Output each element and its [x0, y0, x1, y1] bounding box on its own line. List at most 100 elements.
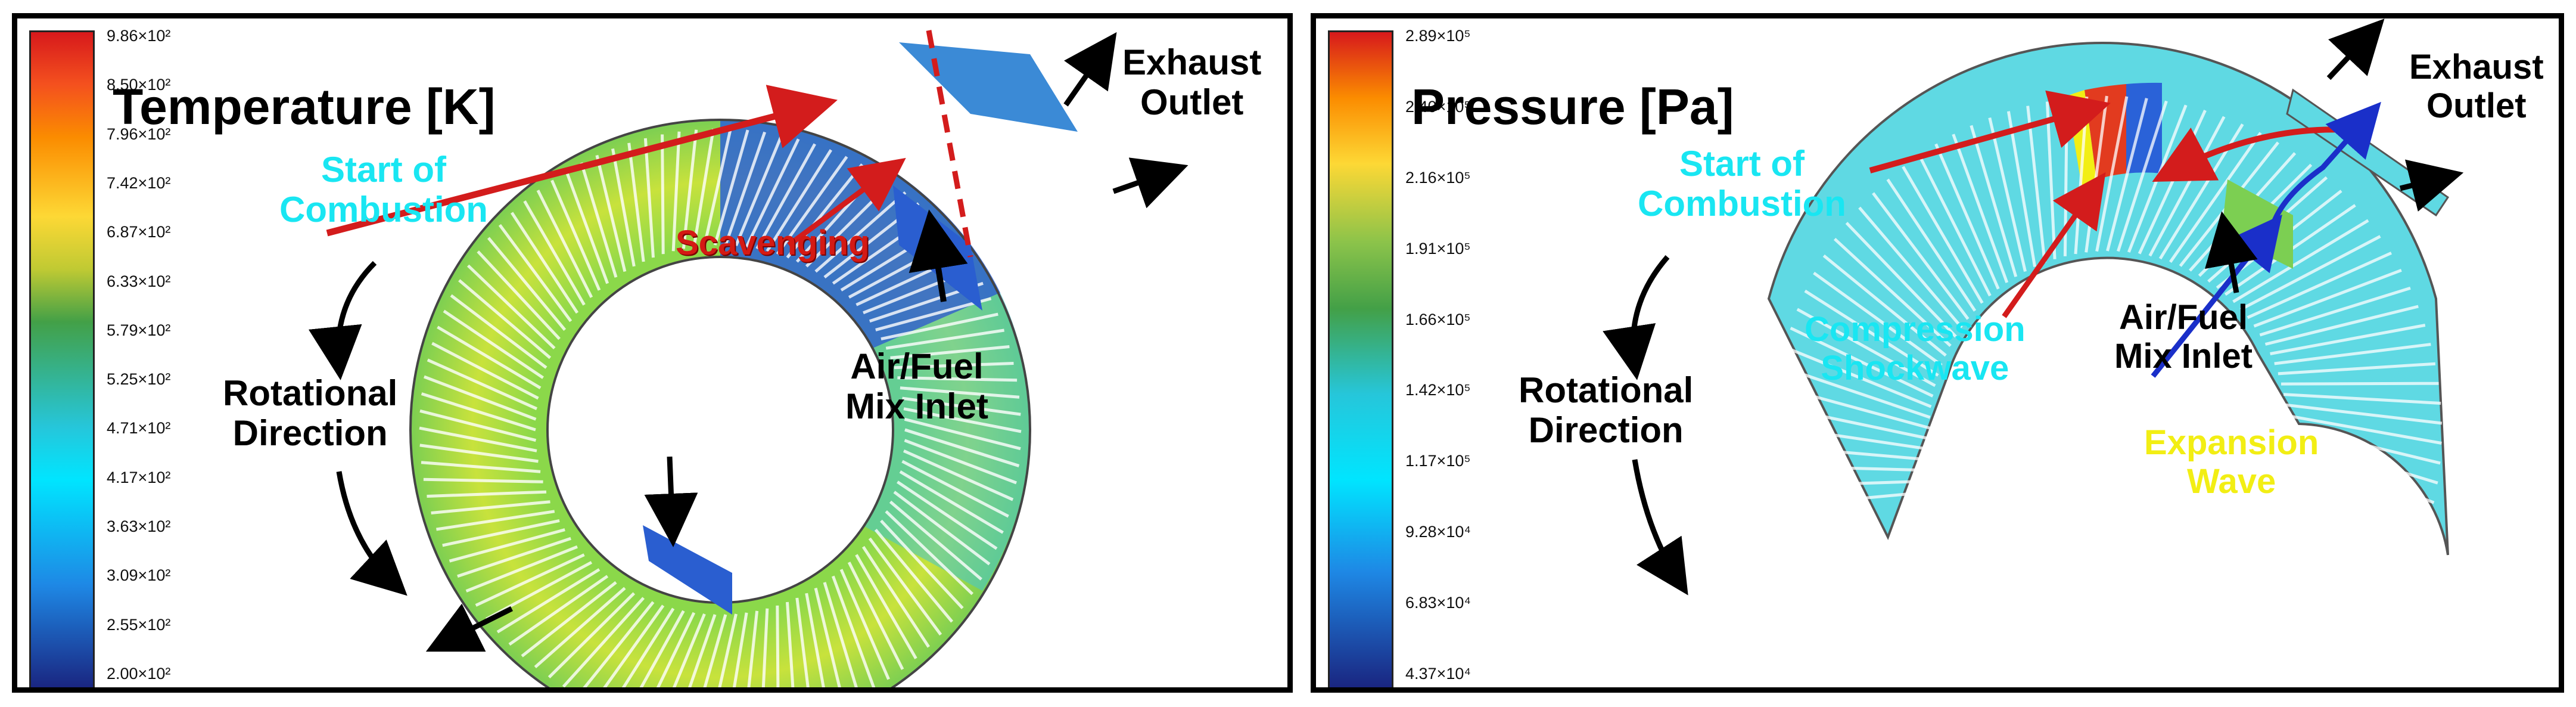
blade-streak: [814, 587, 841, 687]
blade-streak: [639, 610, 685, 687]
blade-streak: [1813, 271, 1943, 367]
scavenging-label: Scavenging: [676, 224, 870, 262]
blade-streak: [2281, 382, 2439, 386]
blade-streak: [2286, 424, 2441, 465]
blade-streak: [890, 345, 1010, 359]
pressure-tick-label: 2.16×10⁵: [1405, 168, 1471, 187]
blade-streak: [2106, 98, 2148, 252]
temperature-tick-label: 7.42×10²: [107, 173, 171, 192]
blade-streak: [562, 597, 645, 687]
blade-streak: [894, 362, 1014, 370]
blade-streak: [1886, 178, 1977, 312]
blade-streak: [465, 545, 578, 593]
blade-streak: [442, 519, 560, 547]
blade-streak: [487, 237, 567, 331]
right-exhaust-arrow-top: [2326, 18, 2385, 80]
blade-streak: [718, 613, 738, 687]
blade-streak: [458, 279, 552, 359]
blade-streak: [2257, 526, 2365, 646]
blade-streak: [2250, 535, 2352, 661]
blade-streak: [2276, 488, 2409, 579]
blade-streak: [847, 562, 904, 670]
blade-streak: [688, 614, 717, 687]
blade-streak: [611, 148, 636, 267]
blade-streak: [449, 528, 565, 563]
blade-streak: [1783, 489, 1941, 507]
blade-streak: [498, 224, 573, 323]
blade-streak: [2285, 403, 2443, 425]
blade-streak: [2169, 132, 2262, 263]
blade-streak: [1858, 206, 1963, 329]
blade-streak: [2272, 498, 2399, 597]
pressure-tick-label: 1.91×10⁵: [1405, 239, 1471, 258]
compression-arrow: [2002, 172, 2106, 318]
blade-streak: [457, 537, 571, 578]
right-exhaust-arrow-right: [2399, 159, 2464, 212]
blade-streak: [2117, 100, 2168, 252]
inlet-label: Air/Fuel Mix Inlet: [845, 346, 989, 427]
blade-streak: [904, 417, 1021, 451]
exhaust-plate: [899, 42, 1078, 132]
blade-streak: [2286, 414, 2442, 445]
blade-streak: [2286, 435, 2438, 485]
blade-streak: [1784, 346, 1932, 408]
blade-streak: [565, 170, 609, 284]
pressure-tick-label: 6.83×10⁴: [1405, 594, 1471, 612]
blade-streak: [795, 597, 810, 687]
blade-streak: [897, 376, 1018, 382]
temperature-tick-label: 5.25×10²: [107, 370, 171, 389]
temperature-title: Temperature [K]: [113, 79, 496, 135]
blade-streak: [2267, 508, 2389, 614]
pressure-tick-label: 4.37×10⁴: [1405, 665, 1471, 683]
blade-streak: [766, 149, 833, 252]
blade-streak: [2262, 517, 2378, 630]
temperature-tick-label: 3.63×10²: [107, 517, 171, 536]
blade-streak: [550, 179, 601, 291]
blade-streak: [419, 409, 537, 442]
blade-streak: [881, 312, 998, 341]
blade-streak: [2283, 393, 2441, 405]
blade-streak: [427, 358, 538, 410]
blade-streak: [436, 510, 555, 531]
pressure-title: Pressure [Pa]: [1411, 79, 1734, 135]
blade-streak: [761, 608, 769, 687]
blade-streak: [2253, 268, 2402, 328]
blade-streak: [1934, 143, 2000, 290]
blade-streak: [874, 529, 954, 623]
blade-streak: [427, 490, 547, 498]
right-start-combustion-label: Start of Combustion: [1638, 144, 1846, 224]
blade-streak: [1872, 192, 1970, 320]
blade-streak: [2006, 111, 2037, 267]
blade-streak: [713, 129, 749, 246]
blade-streak: [672, 613, 706, 687]
blade-streak: [755, 143, 816, 250]
right-exhaust-label: Exhaust Outlet: [2409, 48, 2544, 125]
blade-streak: [2282, 467, 2424, 542]
blade-streak: [703, 614, 727, 687]
rotation-label: Rotational Direction: [223, 373, 398, 454]
blade-streak: [1902, 166, 1984, 304]
expansion-blue-arrow-upper: [2269, 101, 2381, 228]
inlet-arrow: [909, 209, 968, 302]
blade-streak: [1780, 365, 1931, 419]
lower-plate: [643, 525, 732, 615]
blade-streak: [1774, 424, 1931, 451]
blade-streak: [903, 449, 1014, 501]
blade-streak: [496, 568, 601, 634]
blade-streak: [2026, 106, 2046, 263]
scavenging-line: [926, 30, 973, 258]
blade-streak: [692, 128, 715, 247]
blade-streak: [893, 491, 991, 566]
blade-streak: [661, 134, 665, 255]
blade-streak: [580, 162, 618, 278]
blade-streak: [656, 612, 696, 687]
temperature-tick-label: 4.71×10²: [107, 419, 171, 438]
temperature-tick-label: 8.50×10²: [107, 76, 171, 94]
expansion-label: Expansion Wave: [2144, 423, 2319, 501]
blade-streak: [2279, 477, 2417, 561]
right-rotation-arrow-lower: [1632, 459, 1688, 596]
temperature-panel: 9.86×10² 8.50×10² 7.96×10² 7.42×10² 6.87×10²…: [12, 13, 1293, 693]
right-rotation-arrow-upper: [1603, 255, 1670, 380]
blade-streak: [477, 250, 561, 340]
blade-streak: [2278, 362, 2436, 376]
